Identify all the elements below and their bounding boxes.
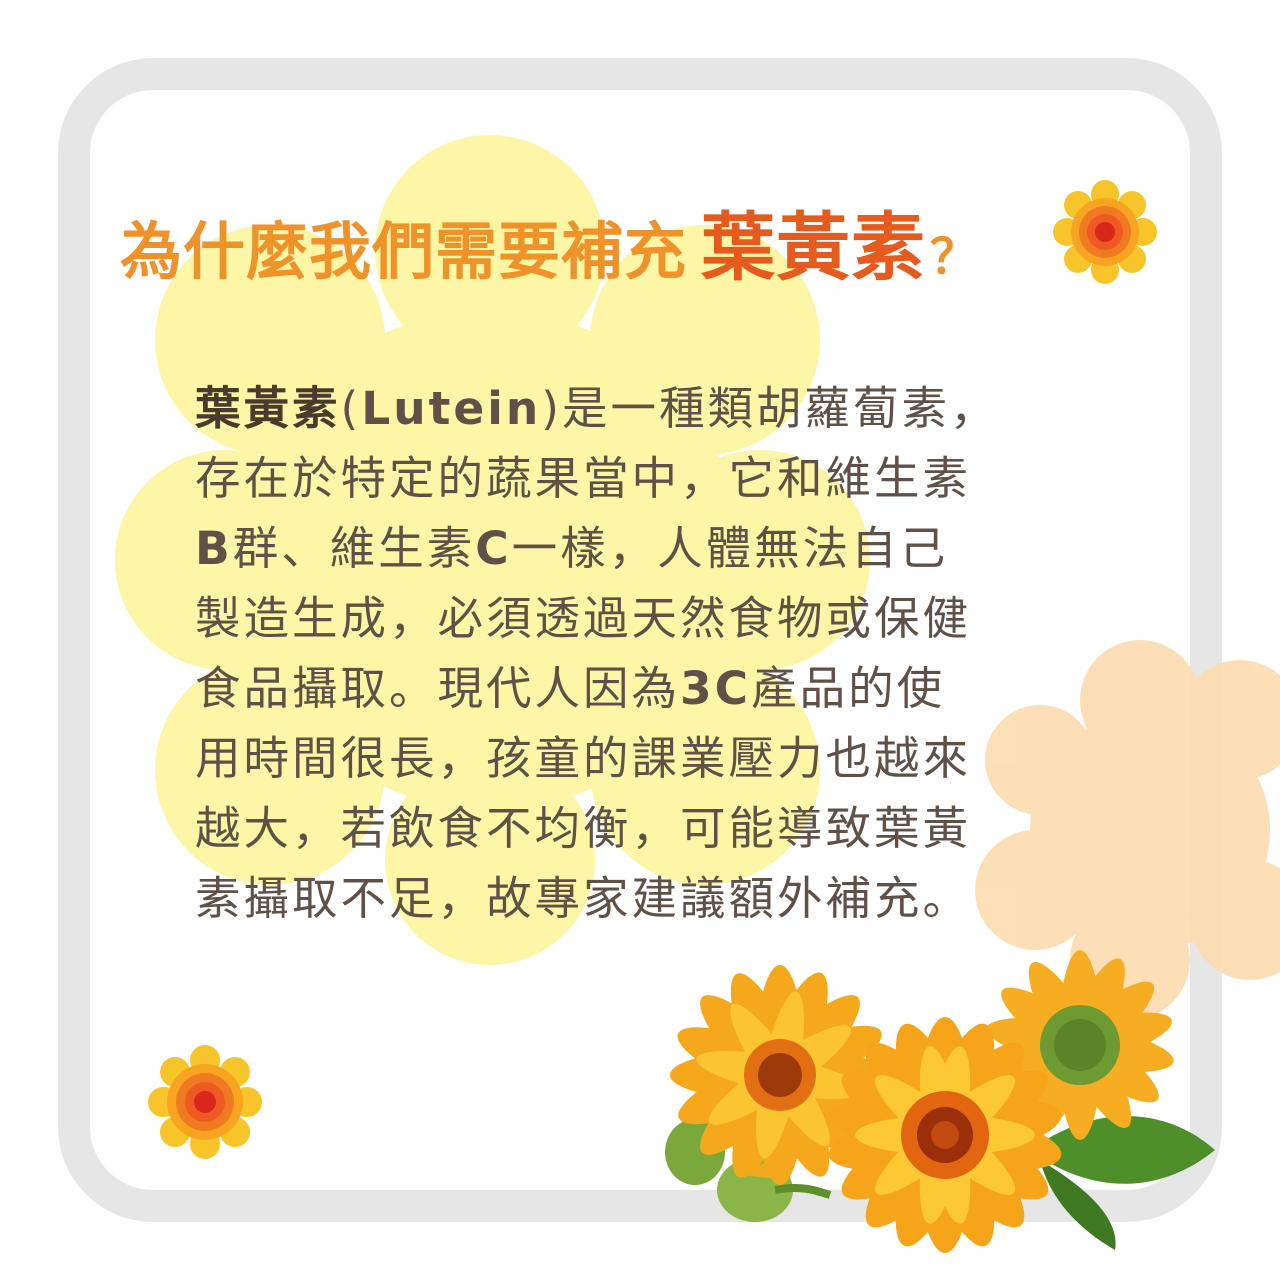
paragraph-line: B群、維生素C一樣，人體無法自己	[195, 514, 1100, 584]
marigold-icon-bottom	[148, 1045, 262, 1159]
line-text: 一樣，人體無法自己	[511, 522, 949, 575]
title-prefix: 為什麼我們需要補充	[120, 215, 688, 288]
3c-label: 3C	[680, 662, 752, 715]
vitamin-c: C	[475, 522, 512, 575]
marigold-icon	[1053, 180, 1157, 284]
paragraph-line: 素攝取不足，故專家建議額外補充。	[195, 872, 972, 925]
paragraph-line: 越大，若飲食不均衡，可能導致葉黃	[195, 802, 972, 855]
line-text: 食品攝取。現代人因為	[195, 662, 681, 715]
peach-flower-shape	[975, 640, 1280, 1020]
vitamin-b: B	[195, 522, 233, 575]
paragraph-line: 葉黃素(Lutein)是一種類胡蘿蔔素，	[195, 374, 1100, 444]
pale-yellow-flower-shape	[115, 135, 870, 965]
lutein-en: Lutein	[361, 382, 542, 435]
line-text: 產品的使	[751, 662, 946, 715]
line-text: )是一種類胡蘿蔔素，	[541, 382, 999, 435]
paragraph-line: 食品攝取。現代人因為3C產品的使	[195, 654, 1100, 724]
calendula-flowers-illustration	[665, 950, 1215, 1253]
lutein-zh: 葉黃素	[195, 382, 341, 435]
paragraph-line: 製造生成，必須透過天然食物或保健	[195, 592, 972, 645]
page-title: 為什麼我們需要補充 葉黃素？	[120, 188, 1070, 295]
paren-open: (	[340, 382, 362, 435]
body-paragraph: 葉黃素(Lutein)是一種類胡蘿蔔素， 存在於特定的蔬果當中，它和維生素 B群…	[195, 374, 1100, 934]
line-text: 群、維生素	[232, 522, 476, 575]
paragraph-line: 存在於特定的蔬果當中，它和維生素	[195, 452, 972, 505]
title-highlight: 葉黃素	[701, 205, 927, 291]
title-question-mark: ？	[930, 229, 979, 285]
paragraph-line: 用時間很長，孩童的課業壓力也越來	[195, 732, 972, 785]
